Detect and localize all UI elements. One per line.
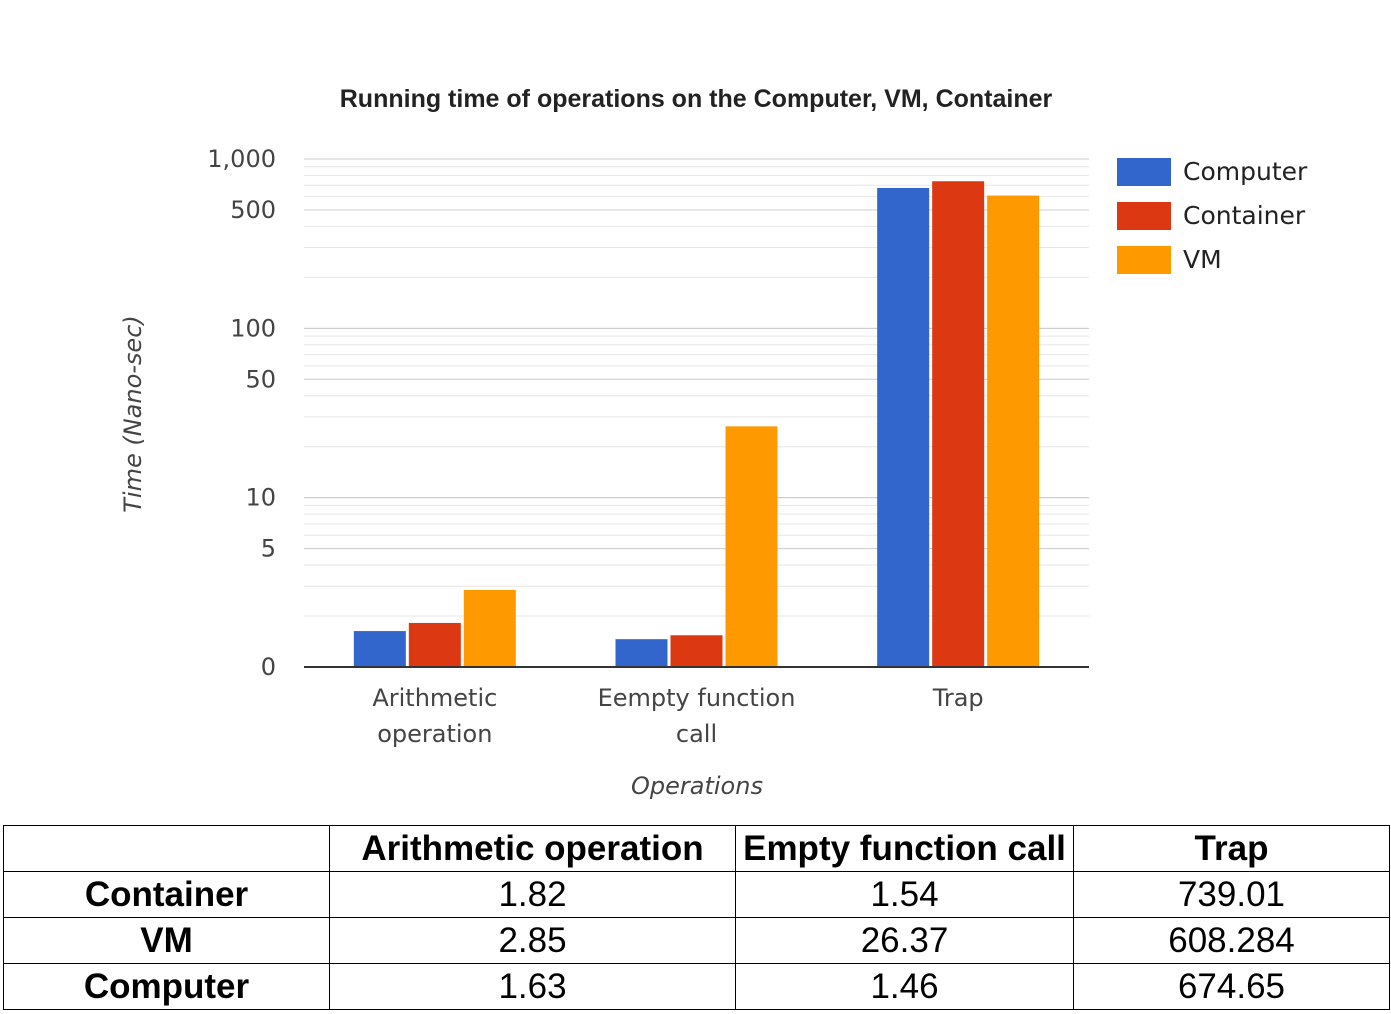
table-row: Container 1.82 1.54 739.01 (3, 871, 1390, 918)
bar-vm (987, 195, 1040, 667)
y-tick-label: 1,000 (207, 145, 276, 173)
table-cell: 1.46 (735, 963, 1074, 1010)
bar-computer (353, 631, 406, 667)
legend-label: VM (1183, 245, 1222, 274)
row-header: Container (3, 871, 330, 918)
x-tick-label: call (676, 720, 717, 748)
bar-container (408, 622, 461, 667)
y-tick-label: 50 (245, 365, 276, 393)
x-tick-label: operation (377, 720, 492, 748)
chart-title: Running time of operations on the Comput… (340, 85, 1053, 113)
table-corner-cell (3, 825, 330, 872)
table-cell: 1.82 (329, 871, 736, 918)
x-axis-ticks: Arithmetic operation Eempty function call Tr… (372, 684, 983, 748)
column-header: Trap (1073, 825, 1390, 872)
legend-swatch (1117, 246, 1171, 274)
legend: Computer Container VM (1117, 157, 1308, 274)
data-table: Arithmetic operation Empty function call… (3, 825, 1390, 1010)
bar-vm (725, 426, 778, 667)
bars (353, 181, 1040, 668)
y-tick-label: 10 (245, 484, 276, 512)
x-tick-label: Arithmetic (372, 684, 497, 712)
table-cell: 674.65 (1073, 963, 1390, 1010)
table-cell: 1.63 (329, 963, 736, 1010)
table-row: Computer 1.63 1.46 674.65 (3, 963, 1390, 1010)
row-header: VM (3, 917, 330, 964)
table-cell: 26.37 (735, 917, 1074, 964)
x-tick-label: Trap (932, 684, 984, 712)
bar-vm (463, 589, 516, 667)
bar-computer (877, 187, 930, 668)
legend-swatch (1117, 158, 1171, 186)
table-cell: 739.01 (1073, 871, 1390, 918)
legend-label: Container (1183, 201, 1306, 230)
bar-chart: Running time of operations on the Comput… (119, 85, 1308, 800)
y-tick-label: 100 (230, 314, 276, 342)
table-header-row: Arithmetic operation Empty function call… (3, 825, 1390, 872)
bar-container (932, 181, 985, 667)
bar-container (670, 635, 723, 667)
table-cell: 2.85 (329, 917, 736, 964)
x-axis-label: Operations (631, 772, 763, 800)
y-tick-label: 5 (261, 535, 276, 563)
column-header: Empty function call (735, 825, 1074, 872)
row-header: Computer (3, 963, 330, 1010)
legend-swatch (1117, 202, 1171, 230)
legend-label: Computer (1183, 157, 1308, 186)
table-cell: 608.284 (1073, 917, 1390, 964)
y-tick-label: 0 (261, 653, 276, 681)
y-axis-label: Time (Nano-sec) (119, 315, 147, 513)
y-tick-label: 500 (230, 196, 276, 224)
bar-computer (615, 639, 668, 667)
x-tick-label: Eempty function (598, 684, 796, 712)
table-row: VM 2.85 26.37 608.284 (3, 917, 1390, 964)
column-header: Arithmetic operation (329, 825, 736, 872)
table-cell: 1.54 (735, 871, 1074, 918)
